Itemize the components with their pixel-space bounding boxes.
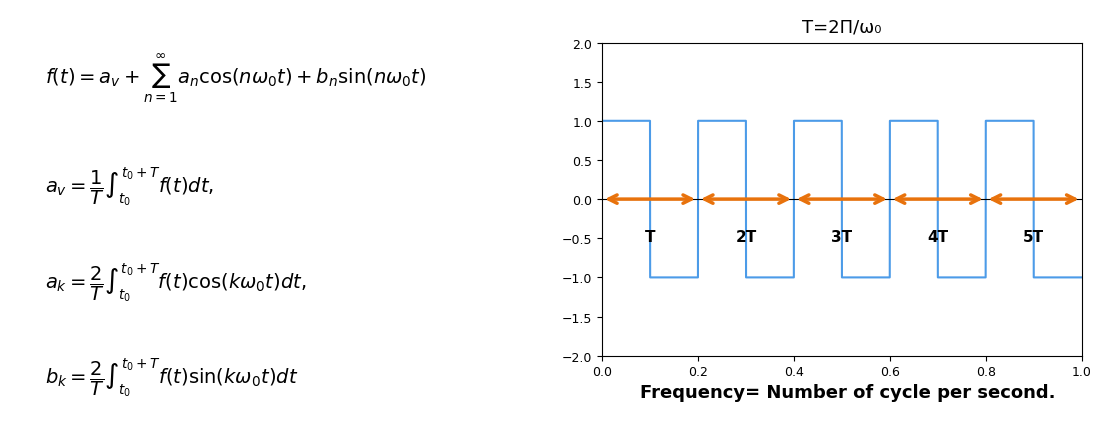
Text: $a_k = \dfrac{2}{T} \int_{t_0}^{t_0+T} f(t)\cos(k\omega_0 t)dt,$: $a_k = \dfrac{2}{T} \int_{t_0}^{t_0+T} f… xyxy=(45,260,306,303)
Text: $b_k = \dfrac{2}{T} \int_{t_0}^{t_0+T} f(t)\sin(k\omega_0 t)dt$: $b_k = \dfrac{2}{T} \int_{t_0}^{t_0+T} f… xyxy=(45,356,298,398)
Text: 2T: 2T xyxy=(735,229,757,244)
Text: T: T xyxy=(644,229,656,244)
Text: Frequency= Number of cycle per second.: Frequency= Number of cycle per second. xyxy=(640,383,1055,401)
Text: 4T: 4T xyxy=(928,229,948,244)
Title: T=2Π/ω₀: T=2Π/ω₀ xyxy=(802,18,882,36)
Text: $f(t) = a_v + \sum_{n=1}^{\infty} a_n \cos(n\omega_0 t) + b_n \sin(n\omega_0 t)$: $f(t) = a_v + \sum_{n=1}^{\infty} a_n \c… xyxy=(45,52,426,105)
Text: $a_v = \dfrac{1}{T} \int_{t_0}^{t_0+T} f(t)dt,$: $a_v = \dfrac{1}{T} \int_{t_0}^{t_0+T} f… xyxy=(45,165,214,207)
Text: 3T: 3T xyxy=(832,229,852,244)
Text: 5T: 5T xyxy=(1024,229,1044,244)
